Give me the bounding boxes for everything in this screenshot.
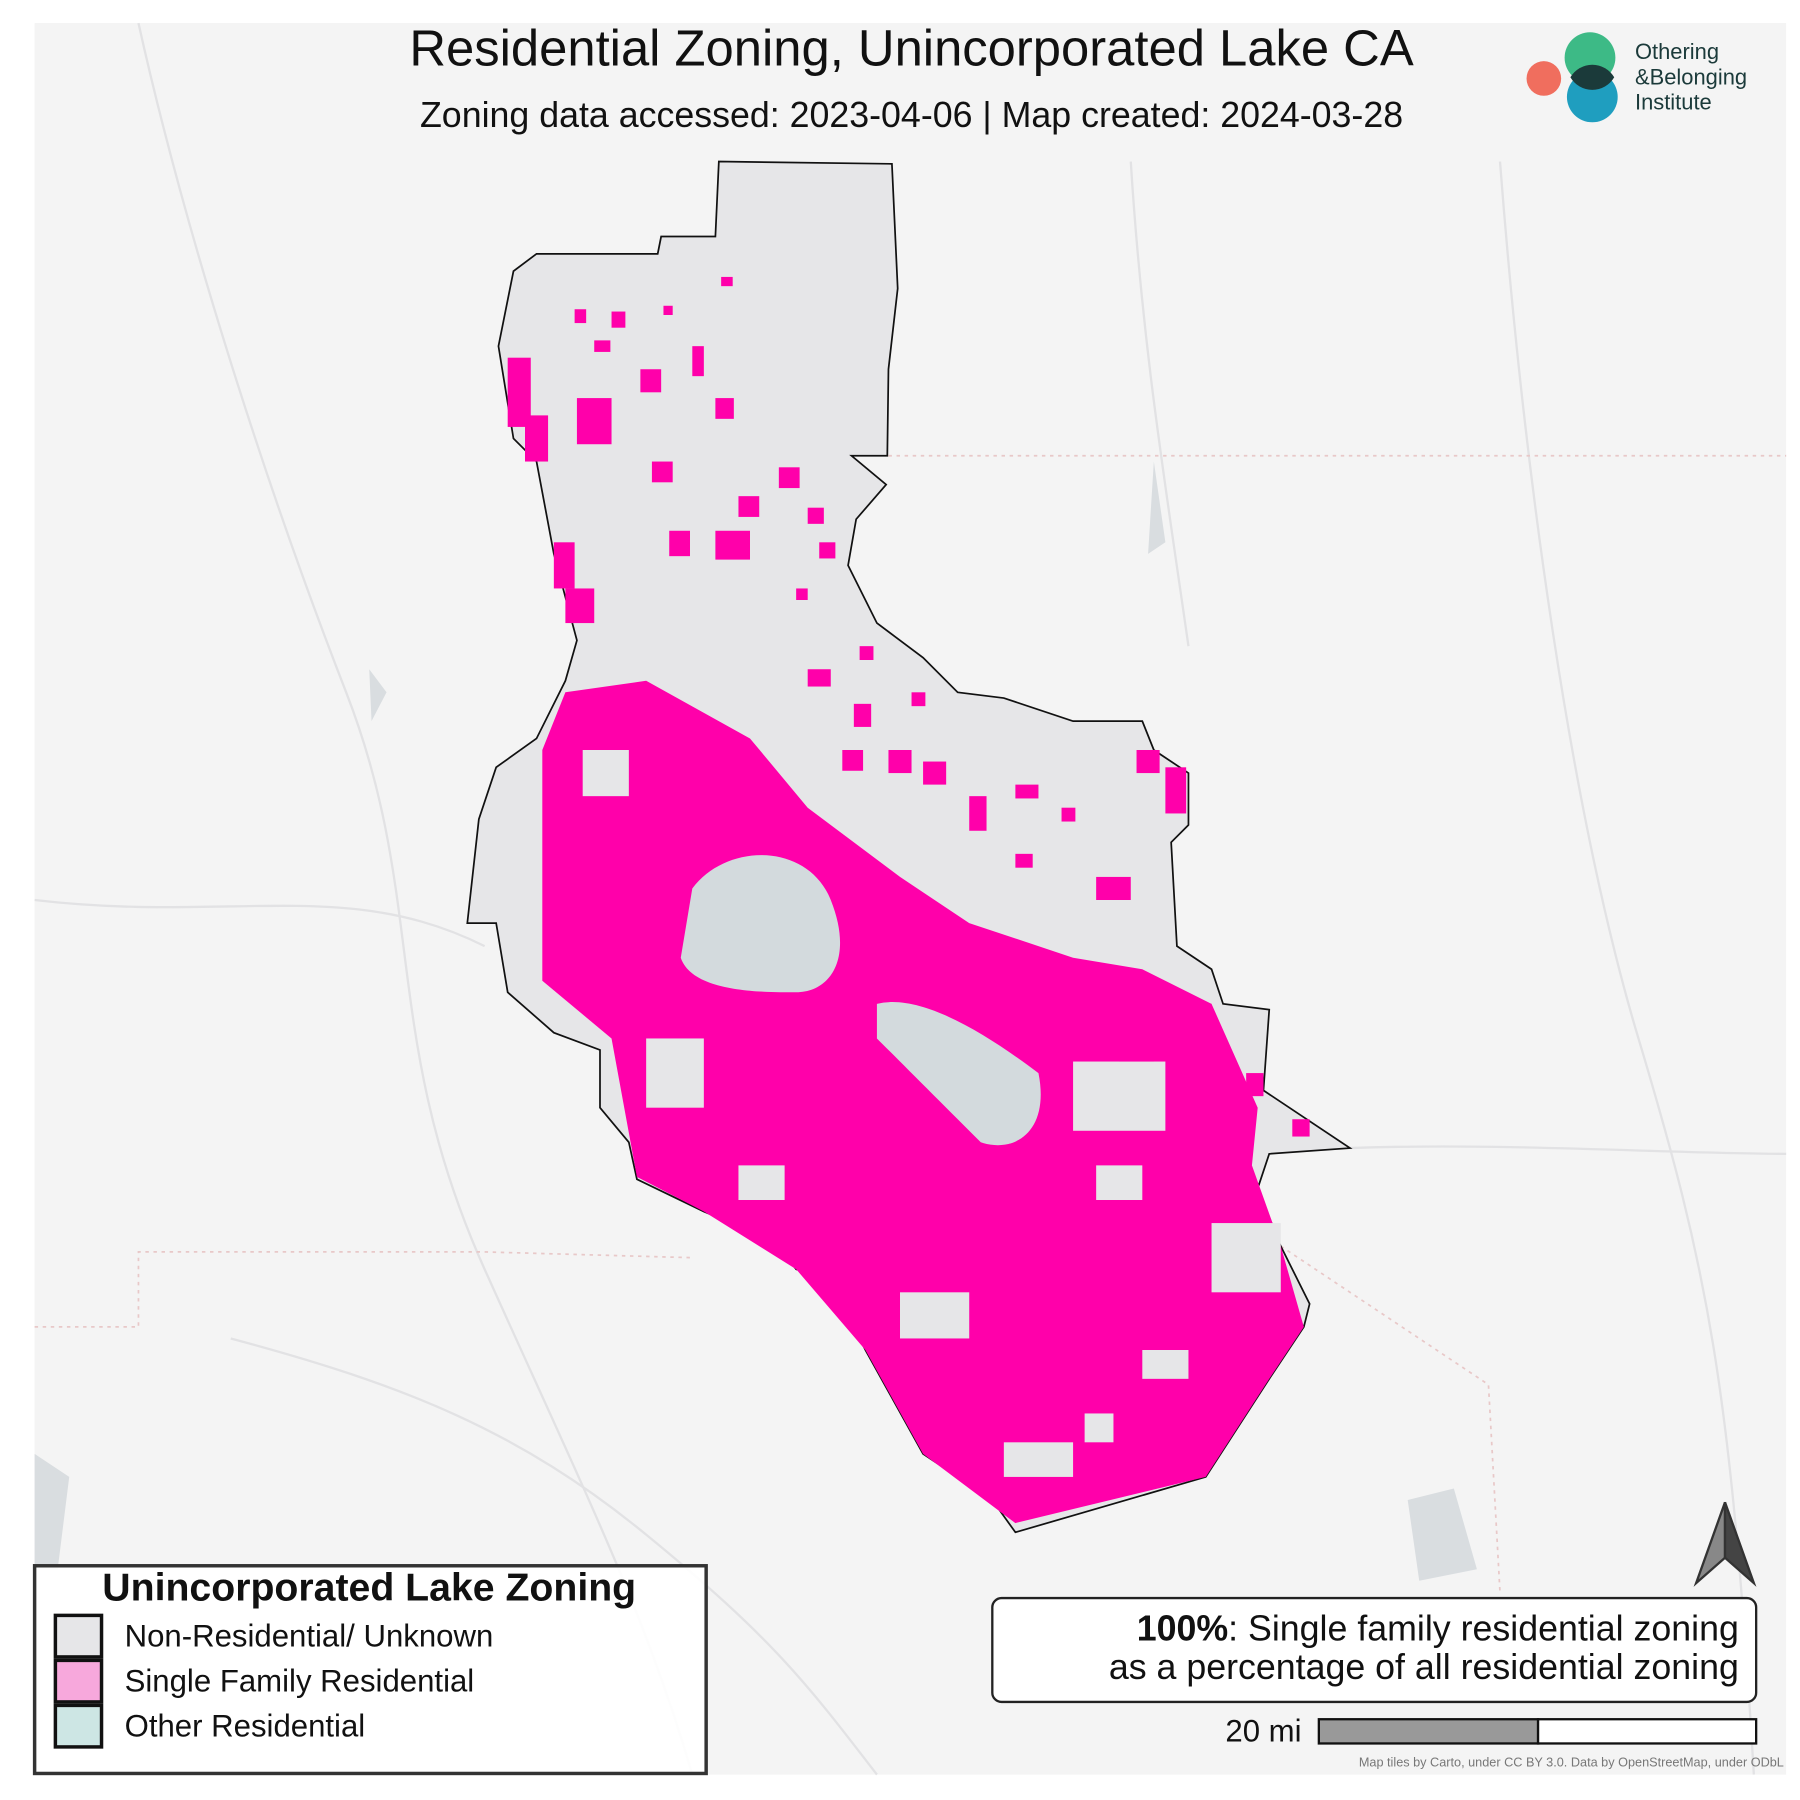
legend-label: Non-Residential/ Unknown: [125, 1619, 494, 1654]
legend-label: Single Family Residential: [125, 1664, 475, 1699]
logo-text: &Belonging: [1635, 64, 1747, 89]
logo: Othering &Belonging Institute: [1526, 32, 1747, 123]
parcel: [859, 646, 874, 660]
parcel: [525, 415, 549, 462]
parcel: [853, 703, 872, 727]
parcel: [807, 507, 824, 524]
parcel: [715, 398, 734, 419]
parcel: [778, 467, 800, 489]
stat-box: 100%: Single family residential zoning a…: [991, 1596, 1758, 1704]
legend-swatch: [53, 1613, 104, 1659]
parcel: [1136, 750, 1160, 774]
parcel: [715, 530, 750, 560]
legend-title: Unincorporated Lake Zoning: [102, 1565, 636, 1609]
parcel: [553, 542, 575, 589]
title: Residential Zoning, Unincorporated Lake …: [409, 19, 1413, 76]
parcel: [507, 357, 531, 427]
parcel: [692, 346, 704, 377]
logo-text: Othering: [1635, 39, 1719, 64]
parcel: [594, 340, 611, 352]
lake: [680, 855, 1041, 1146]
stat-text: as a percentage of all residential zonin…: [1109, 1647, 1739, 1687]
parcel: [738, 496, 760, 517]
parcel: [1188, 1003, 1212, 1027]
parcel: [574, 309, 587, 324]
boundaries: [34, 454, 1787, 1593]
parcel: [911, 692, 926, 707]
parcel: [796, 588, 808, 600]
legend-label: Other Residential: [125, 1709, 366, 1744]
parcel: [565, 588, 595, 624]
legend: Unincorporated Lake Zoning Non-Residenti…: [32, 1564, 708, 1776]
roads: [34, 22, 1787, 1776]
parcel: [888, 750, 912, 774]
parcel: [1292, 1119, 1310, 1137]
legend-swatch: [53, 1703, 104, 1749]
parcel: [1165, 767, 1187, 814]
parcel: [1015, 853, 1033, 868]
parcel: [1061, 807, 1076, 822]
parcel: [651, 461, 673, 483]
scale-label: 20 mi: [1225, 1713, 1301, 1748]
parcel: [819, 542, 836, 559]
attribution: Map tiles by Carto, under CC BY 3.0. Dat…: [1359, 1755, 1784, 1769]
parcel: [576, 398, 612, 445]
parcel: [1096, 876, 1131, 900]
parcel: [842, 750, 864, 771]
parcel: [807, 669, 831, 687]
parcel: [1246, 1073, 1264, 1097]
parcel: [611, 311, 626, 328]
logo-text: Institute: [1635, 90, 1712, 115]
parcel: [923, 761, 947, 785]
subtitle: Zoning data accessed: 2023-04-06 | Map c…: [420, 95, 1403, 135]
parcel: [1119, 1015, 1154, 1062]
parcel: [721, 276, 733, 287]
parcel: [663, 305, 673, 315]
stat-line: 100%: Single family residential zoning: [1137, 1609, 1739, 1649]
stat-highlight: 100%: [1137, 1609, 1228, 1649]
parcel: [1015, 784, 1039, 799]
stat-text: : Single family residential zoning: [1228, 1609, 1739, 1649]
north-arrow: [1693, 1501, 1757, 1587]
single-family-parcels: [507, 276, 1310, 1137]
non-residential-patches: [582, 750, 1281, 1477]
legend-swatch: [53, 1658, 104, 1704]
scale-bar: 20 mi: [1225, 1713, 1758, 1748]
parcel: [669, 530, 690, 557]
parcel: [969, 796, 987, 831]
parcel: [640, 369, 662, 393]
